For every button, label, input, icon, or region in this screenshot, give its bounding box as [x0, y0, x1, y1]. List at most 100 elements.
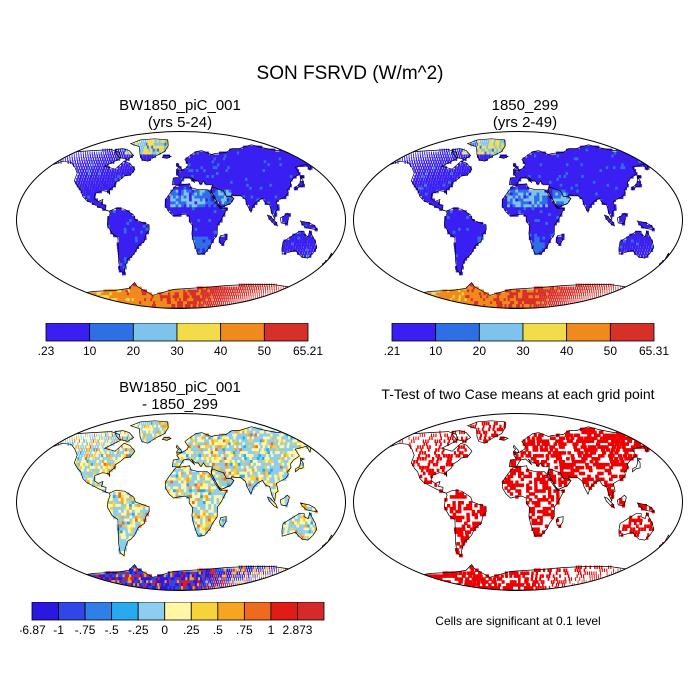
- coastline-africa: [502, 183, 565, 255]
- colorbar-label: 50: [258, 344, 272, 358]
- colorbar-box: [217, 602, 245, 621]
- coastline-iceland: [498, 155, 509, 159]
- panel-1-title: BW1850_piC_001 (yrs 5-24): [55, 97, 305, 131]
- colorbar-box: [84, 602, 113, 621]
- colorbar-box: [176, 323, 222, 342]
- coastline-madagascar: [556, 234, 564, 245]
- colorbar-label: 0: [161, 623, 168, 637]
- coastline-greenland: [466, 138, 506, 162]
- colorbar-label: 1: [268, 623, 275, 637]
- colorbar-label: 40: [214, 344, 228, 358]
- colorbar-box: [609, 323, 655, 342]
- coastline-australia: [281, 511, 317, 541]
- colorbar-box: [111, 602, 139, 621]
- coastline-sumatra: [266, 496, 279, 509]
- coastline-australia: [618, 229, 654, 259]
- panel-2-colorbar: .21 10 20 30 40 50 65.31: [384, 323, 669, 358]
- panel-4-map: [353, 413, 683, 591]
- colorbar-box: [31, 602, 59, 621]
- coastline-south-america: [443, 489, 487, 557]
- coastline-baffin: [451, 148, 472, 160]
- colorbar-box: [58, 602, 86, 621]
- panel-2-map: [353, 131, 683, 309]
- colorbar-label: 10: [83, 344, 97, 358]
- colorbar-box: [164, 602, 192, 621]
- map-field: [388, 421, 671, 590]
- coastline-arabia: [210, 468, 235, 490]
- coastline-africa: [165, 465, 228, 537]
- panel-4-title: T-Test of two Case means at each grid po…: [352, 386, 684, 403]
- colorbar-box: [566, 323, 611, 342]
- coastline-iceland: [161, 437, 172, 441]
- colorbar-box: [478, 323, 524, 342]
- coastline-madagascar: [219, 234, 227, 245]
- colorbar-label: -.5: [105, 623, 119, 637]
- coastline-arabia: [210, 186, 235, 208]
- coastline-borneo: [616, 212, 627, 225]
- panel-3-colorbar: -6.87 -1 -.75 -.5 -.25 0 .25 .5 .75 1 2.873: [20, 602, 325, 637]
- coastline-north-america: [49, 431, 136, 494]
- colorbar-label: 10: [429, 344, 443, 358]
- colorbar-box: [190, 602, 219, 621]
- coastline-madagascar: [556, 516, 564, 527]
- coastline-sumatra: [603, 214, 616, 227]
- coastline-borneo: [616, 494, 627, 507]
- colorbar-label: 20: [127, 344, 141, 358]
- coastline-greenland: [129, 138, 169, 162]
- coastline-north-america: [386, 431, 473, 494]
- colorbar-box: [297, 602, 325, 621]
- colorbar-box: [435, 323, 480, 342]
- colorbar-box: [132, 323, 178, 342]
- coastline-uk: [512, 162, 520, 172]
- map-field: [47, 421, 334, 590]
- coastline-south-america: [443, 207, 487, 275]
- coastline-japan: [632, 175, 643, 191]
- coastline-arabia: [547, 186, 572, 208]
- coastline-uk: [175, 162, 183, 172]
- colorbar-box: [137, 602, 166, 621]
- main-title: SON FSRVD (W/m^2): [256, 63, 444, 84]
- coastline-greenland: [466, 420, 506, 444]
- map-field: [47, 139, 334, 308]
- coastline-eurasia: [508, 144, 657, 221]
- coastline-new-guinea: [299, 502, 318, 513]
- coastline-south-america: [106, 207, 150, 275]
- colorbar-label: .23: [38, 344, 55, 358]
- colorbar-label: -6.87: [20, 623, 46, 637]
- colorbar-label: .21: [384, 344, 401, 358]
- colorbar-box: [391, 323, 437, 342]
- coastline-africa: [502, 465, 565, 537]
- coastline-borneo: [279, 212, 290, 225]
- map-frame: [16, 413, 346, 591]
- coastline-greenland: [129, 420, 169, 444]
- colorbar-box: [45, 323, 91, 342]
- colorbar-label: .25: [183, 623, 200, 637]
- colorbar-label: 30: [516, 344, 530, 358]
- map-frame: [353, 413, 683, 591]
- coastline-eurasia: [171, 144, 320, 221]
- colorbar-label: 30: [170, 344, 184, 358]
- colorbar-label: 2.873: [282, 623, 312, 637]
- coastline-sumatra: [266, 214, 279, 227]
- panel-3-title: BW1850_piC_001 - 1850_299: [55, 379, 305, 413]
- colorbar-label: 40: [560, 344, 574, 358]
- panel-2-title-line2: (yrs 2-49): [492, 114, 558, 131]
- panel-3-map: [16, 413, 346, 591]
- colorbar-label: -.75: [75, 623, 96, 637]
- colorbar-box: [263, 323, 309, 342]
- coastline-baffin: [114, 430, 135, 442]
- coastline-japan: [632, 457, 643, 473]
- coastline-australia: [281, 229, 317, 259]
- coastline-sumatra: [603, 496, 616, 509]
- colorbar-box: [522, 323, 568, 342]
- coastline-north-america: [49, 149, 136, 212]
- colorbar-box: [270, 602, 298, 621]
- colorbar-box: [89, 323, 134, 342]
- panel-3-title-line2: - 1850_299: [142, 396, 218, 413]
- coastline-africa: [165, 183, 228, 255]
- panel-3-title-line1: BW1850_piC_001: [119, 379, 241, 396]
- colorbar-box: [220, 323, 265, 342]
- coastline-baffin: [114, 148, 135, 160]
- colorbar-label: .5: [213, 623, 223, 637]
- map-frame: [16, 131, 346, 309]
